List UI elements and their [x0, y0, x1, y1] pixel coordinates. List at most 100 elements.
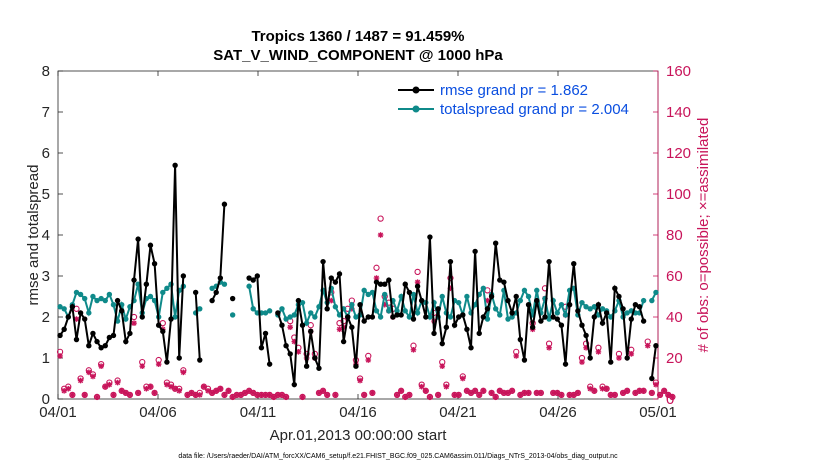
obs-assimilated-point — [661, 388, 667, 394]
rmse-line — [194, 292, 201, 361]
rmse-point — [349, 324, 355, 330]
obs-possible-point — [377, 215, 384, 222]
obs-assimilated-point — [77, 377, 84, 384]
rmse-point — [332, 279, 339, 285]
totalspread-point — [246, 283, 252, 289]
asterisk-stroke — [336, 326, 343, 332]
asterisk-stroke — [69, 392, 75, 398]
totalspread-point — [587, 306, 593, 312]
asterisk-stroke — [620, 390, 626, 396]
totalspread-point — [303, 320, 310, 326]
asterisk-stroke — [661, 388, 667, 394]
rmse-point — [394, 312, 400, 318]
asterisk-stroke — [110, 392, 117, 398]
obs-assimilated-point — [636, 388, 643, 394]
asterisk-stroke — [406, 392, 412, 398]
totalspread-point — [464, 293, 470, 300]
rmse-point — [418, 297, 425, 304]
asterisk-stroke — [669, 394, 675, 400]
rmse-point — [538, 318, 544, 324]
rmse-point — [534, 297, 540, 304]
rmse-point — [336, 271, 343, 277]
asterisk-stroke — [176, 388, 182, 394]
obs-assimilated-point — [65, 385, 72, 392]
asterisk-stroke — [616, 355, 622, 361]
rmse-point — [328, 275, 334, 281]
obs-assimilated-point — [394, 392, 400, 398]
obs-assimilated-point — [513, 353, 520, 359]
obs-assimilated-point — [575, 390, 581, 396]
rmse-point — [628, 316, 634, 322]
rmse-point — [583, 332, 589, 339]
totalspread-point — [57, 304, 63, 310]
rmse-point — [624, 355, 630, 361]
rmse-point — [57, 332, 63, 339]
asterisk-stroke — [86, 369, 92, 375]
rmse-point — [98, 345, 104, 351]
rmse-point — [517, 336, 524, 343]
rmse-point — [164, 359, 170, 365]
obs-assimilated-point — [221, 392, 228, 398]
rmse-point — [213, 289, 219, 296]
rmse-point — [427, 234, 433, 240]
y-left-tick-label: 4 — [42, 227, 50, 244]
rmse-point — [451, 322, 458, 328]
totalspread-point — [373, 308, 380, 314]
rmse-point — [497, 277, 503, 283]
rmse-point — [649, 375, 655, 382]
rmse-point — [147, 242, 154, 248]
rmse-point — [616, 293, 622, 300]
rmse-point — [114, 297, 121, 304]
rmse-point — [402, 281, 408, 287]
obs-assimilated-point — [213, 388, 220, 394]
rmse-point — [414, 283, 421, 289]
totalspread-point — [455, 299, 462, 306]
asterisk-stroke — [641, 388, 647, 394]
asterisk-stroke — [591, 388, 597, 394]
y-left-tick-label: 5 — [42, 186, 50, 203]
obs-assimilated-point — [649, 390, 655, 396]
asterisk-stroke — [575, 390, 581, 396]
rmse-point — [599, 320, 606, 326]
rmse-point — [229, 295, 236, 302]
rmse-point — [180, 273, 187, 279]
totalspread-point — [361, 287, 367, 294]
asterisk-stroke — [316, 390, 322, 396]
asterisk-stroke — [505, 390, 511, 396]
totalspread-point — [439, 293, 445, 300]
asterisk-stroke — [119, 388, 125, 394]
asterisk-stroke — [472, 388, 478, 394]
totalspread-point — [624, 310, 630, 316]
asterisk-stroke — [189, 390, 195, 396]
asterisk-stroke — [501, 390, 507, 396]
x-tick-label: 04/01 — [39, 404, 77, 421]
obs-assimilated-point — [603, 385, 610, 392]
y-left-tick-label: 0 — [42, 391, 50, 408]
asterisk-stroke — [423, 388, 429, 394]
obs-assimilated-point — [209, 390, 215, 396]
obs-assimilated-point — [558, 392, 565, 398]
obs-assimilated-point — [538, 390, 544, 396]
obs-assimilated-point — [196, 392, 203, 398]
obs-assimilated-point — [369, 390, 376, 396]
totalspread-point — [365, 291, 371, 298]
asterisk-stroke — [595, 349, 601, 355]
totalspread-point — [336, 312, 343, 318]
totalspread-point — [332, 304, 339, 310]
rmse-point — [525, 302, 532, 308]
obs-assimilated-point — [357, 377, 363, 384]
asterisk-stroke — [201, 384, 207, 390]
totalspread-point — [447, 314, 454, 320]
y-right-tick-label: 40 — [666, 309, 683, 326]
asterisk-stroke — [657, 392, 663, 398]
totalspread-point — [77, 291, 84, 298]
obs-assimilated-point — [476, 392, 483, 398]
y-left-tick-label: 7 — [42, 104, 50, 121]
obs-assimilated-point — [86, 369, 92, 376]
obs-assimilated-point — [90, 373, 96, 380]
asterisk-stroke — [460, 375, 466, 382]
rmse-point — [275, 310, 281, 316]
asterisk-stroke — [115, 380, 121, 386]
totalspread-point — [369, 289, 376, 296]
rmse-point — [131, 277, 137, 283]
